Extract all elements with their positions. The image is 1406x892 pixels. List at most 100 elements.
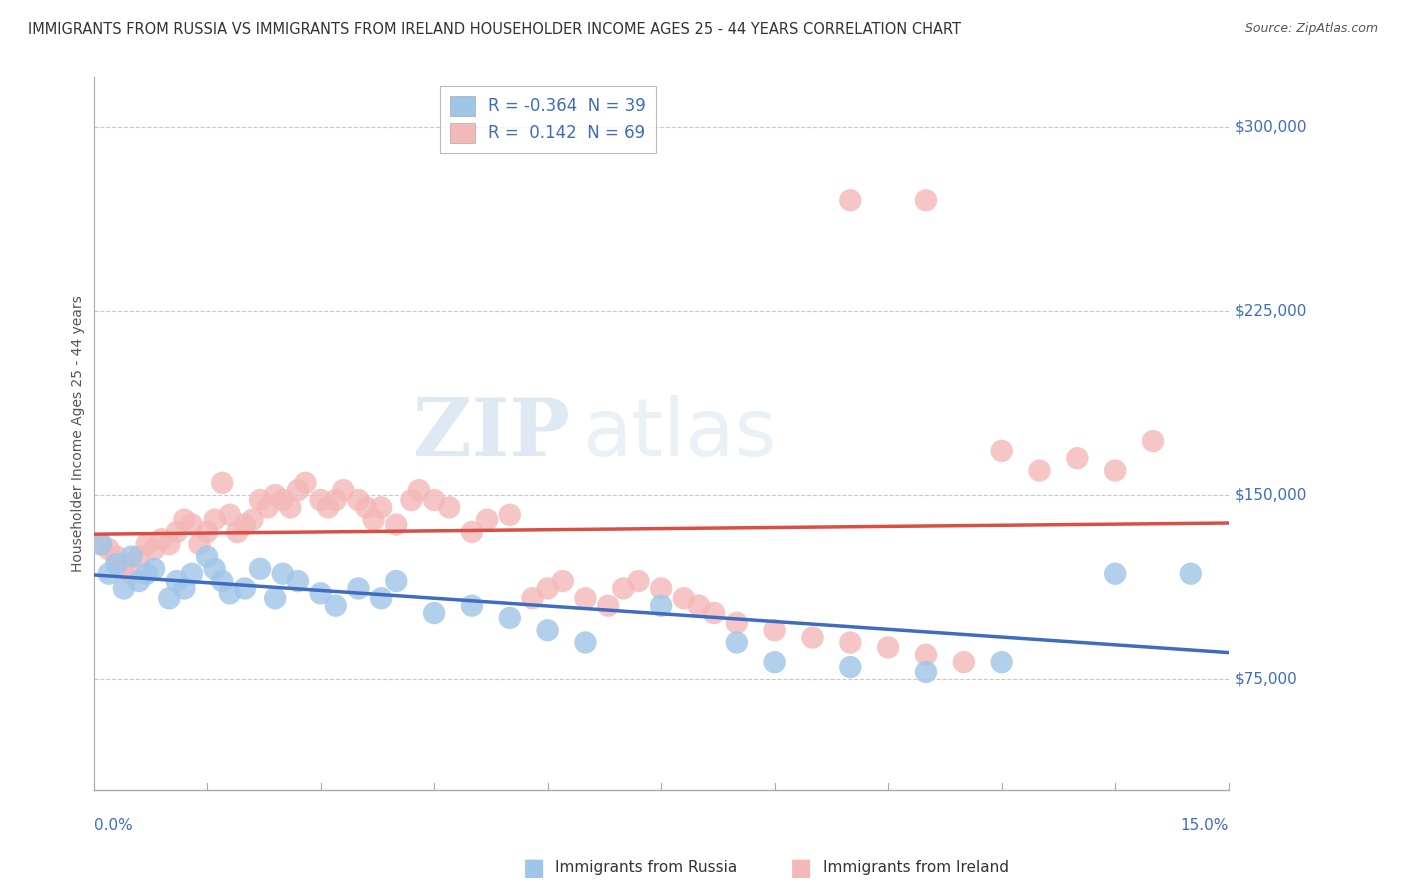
Point (309, 586, 332, 600)
Text: atlas: atlas (582, 394, 776, 473)
Point (347, 493, 370, 508)
Point (195, 524, 218, 539)
Point (128, 549, 150, 564)
Point (204, 513, 226, 527)
Point (688, 599, 710, 613)
Point (1028, 464, 1050, 478)
Point (120, 566, 142, 581)
Text: Source: ZipAtlas.com: Source: ZipAtlas.com (1244, 22, 1378, 36)
Point (278, 500, 301, 515)
Text: $225,000: $225,000 (1234, 303, 1306, 318)
Point (915, 665, 938, 679)
Point (725, 635, 748, 649)
Point (181, 517, 204, 532)
Point (703, 606, 725, 620)
Point (536, 582, 558, 596)
Point (839, 635, 862, 649)
Point (574, 591, 596, 606)
Point (915, 648, 938, 662)
Point (90, 537, 112, 551)
Point (1180, 566, 1202, 581)
Point (316, 500, 339, 515)
Text: ZIP: ZIP (413, 394, 571, 473)
Point (385, 574, 408, 588)
Point (551, 574, 574, 588)
Point (294, 475, 316, 490)
Point (120, 549, 142, 564)
Point (143, 562, 166, 576)
Point (264, 488, 287, 502)
Point (522, 591, 544, 606)
Point (839, 660, 862, 674)
Point (536, 624, 558, 638)
Point (135, 566, 157, 581)
Point (105, 549, 128, 564)
Point (112, 557, 135, 571)
Point (249, 562, 271, 576)
Point (990, 655, 1012, 669)
Point (915, 194, 938, 208)
Point (401, 493, 423, 508)
Point (385, 517, 408, 532)
Point (211, 574, 233, 588)
Point (408, 483, 430, 498)
Point (1142, 434, 1164, 448)
Point (650, 582, 672, 596)
Point (271, 493, 294, 508)
Point (1104, 464, 1126, 478)
Point (672, 591, 695, 606)
Point (105, 557, 128, 571)
Point (370, 500, 392, 515)
Point (271, 566, 294, 581)
Point (499, 611, 522, 625)
Point (1066, 451, 1088, 466)
Point (370, 591, 392, 606)
Point (157, 537, 180, 551)
Point (598, 599, 620, 613)
Point (233, 517, 256, 532)
Text: 15.0%: 15.0% (1180, 819, 1229, 833)
Point (461, 599, 484, 613)
Point (173, 582, 195, 596)
Point (128, 574, 150, 588)
Point (287, 574, 309, 588)
Point (801, 631, 824, 645)
Point (166, 524, 188, 539)
Point (423, 493, 446, 508)
Point (135, 537, 157, 551)
Point (233, 582, 256, 596)
Point (112, 582, 135, 596)
Text: $75,000: $75,000 (1234, 672, 1298, 687)
Text: 0.0%: 0.0% (94, 819, 132, 833)
Text: Immigrants from Russia: Immigrants from Russia (555, 861, 738, 875)
Point (612, 582, 634, 596)
Point (332, 483, 354, 498)
Point (264, 591, 287, 606)
Text: ■: ■ (790, 856, 813, 880)
Point (242, 513, 264, 527)
Point (97, 542, 120, 557)
Legend: R = -0.364  N = 39, R =  0.142  N = 69: R = -0.364 N = 39, R = 0.142 N = 69 (440, 86, 655, 153)
Point (90, 537, 112, 551)
Point (166, 574, 188, 588)
Point (650, 599, 672, 613)
Point (325, 599, 347, 613)
Text: $300,000: $300,000 (1234, 119, 1306, 134)
Point (461, 524, 484, 539)
Point (287, 483, 309, 498)
Point (256, 500, 278, 515)
Point (325, 493, 347, 508)
Point (218, 586, 240, 600)
Point (953, 655, 976, 669)
Text: IMMIGRANTS FROM RUSSIA VS IMMIGRANTS FROM IRELAND HOUSEHOLDER INCOME AGES 25 - 4: IMMIGRANTS FROM RUSSIA VS IMMIGRANTS FRO… (28, 22, 962, 37)
Point (763, 655, 786, 669)
Point (157, 591, 180, 606)
Point (143, 542, 166, 557)
Point (627, 574, 650, 588)
Point (195, 549, 218, 564)
Point (204, 562, 226, 576)
Point (188, 537, 211, 551)
Point (309, 493, 332, 508)
Point (226, 524, 249, 539)
Point (1104, 566, 1126, 581)
